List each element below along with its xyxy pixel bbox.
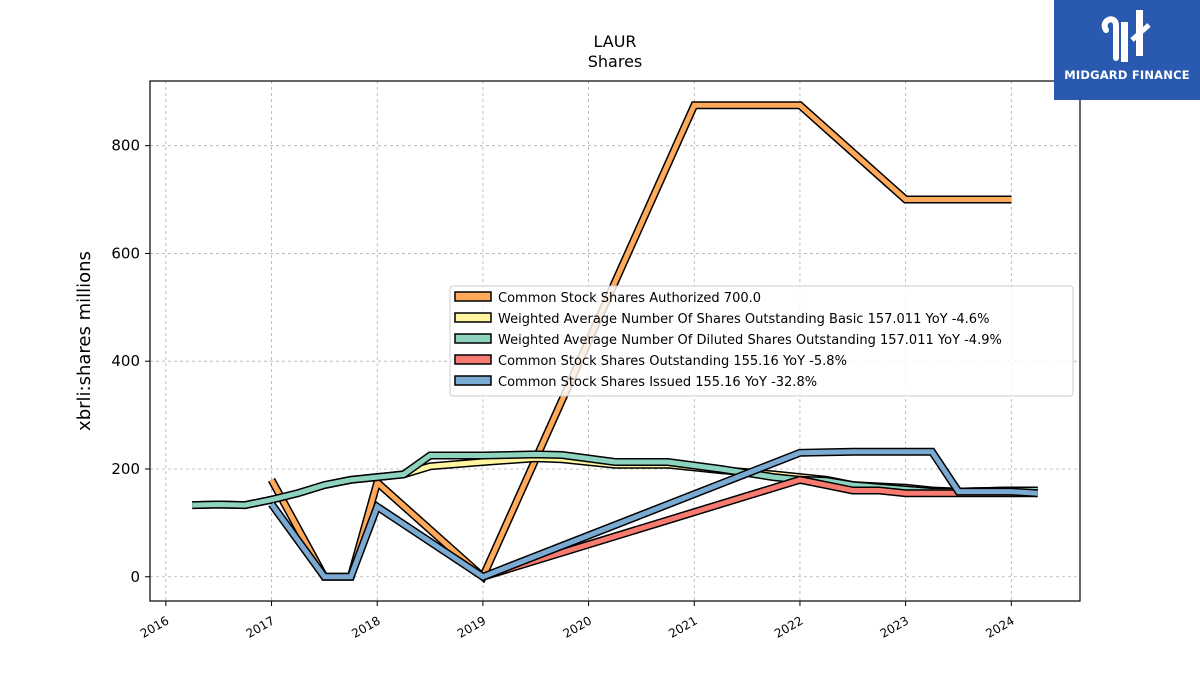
series-line [192,451,1038,508]
y-tick-label: 200 [111,460,140,478]
y-tick-label: 600 [111,244,140,262]
x-tick-label: 2019 [455,613,488,640]
legend: Common Stock Shares Authorized 700.0 Weig… [449,285,1074,397]
plot-frame [149,80,1081,602]
legend-swatch [454,354,492,365]
x-tick-label: 2023 [878,613,911,640]
legend-label: Common Stock Shares Authorized 700.0 [498,291,761,306]
legend-swatch [454,333,492,344]
series-line [482,477,1038,580]
legend-label: Weighted Average Number Of Shares Outsta… [498,312,989,327]
grid-layer [150,81,1080,601]
x-tick-label: 2024 [983,613,1016,640]
x-tick-label: 2017 [244,613,277,640]
legend-label: Common Stock Shares Issued 155.16 YoY -3… [498,375,817,390]
y-tick-label: 400 [111,352,140,370]
x-tick-label: 2018 [349,613,382,640]
legend-swatch [454,312,492,323]
logo-text: MIDGARD FINANCE [1064,68,1190,82]
chart-subtitle: Shares [588,52,643,71]
legend-box [449,285,1074,397]
legend-swatch [454,375,492,386]
brand-logo: MIDGARD FINANCE [1054,0,1200,100]
y-tick-label: 800 [111,137,140,155]
legend-swatch [454,291,492,302]
y-axis-label: xbrli:shares millions [74,251,95,431]
x-tick-label: 2022 [772,613,805,640]
x-tick-label: 2016 [138,613,171,640]
legend-label: Weighted Average Number Of Diluted Share… [498,333,1002,348]
legend-label: Common Stock Shares Outstanding 155.16 Y… [498,354,847,369]
x-tick-label: 2021 [666,613,699,640]
y-tick-label: 0 [130,568,140,586]
series-layer [192,101,1038,584]
x-tick-label: 2020 [561,613,594,640]
chart-title: LAUR [593,32,636,51]
series-line [269,449,1038,580]
logo-icon [1101,10,1151,62]
